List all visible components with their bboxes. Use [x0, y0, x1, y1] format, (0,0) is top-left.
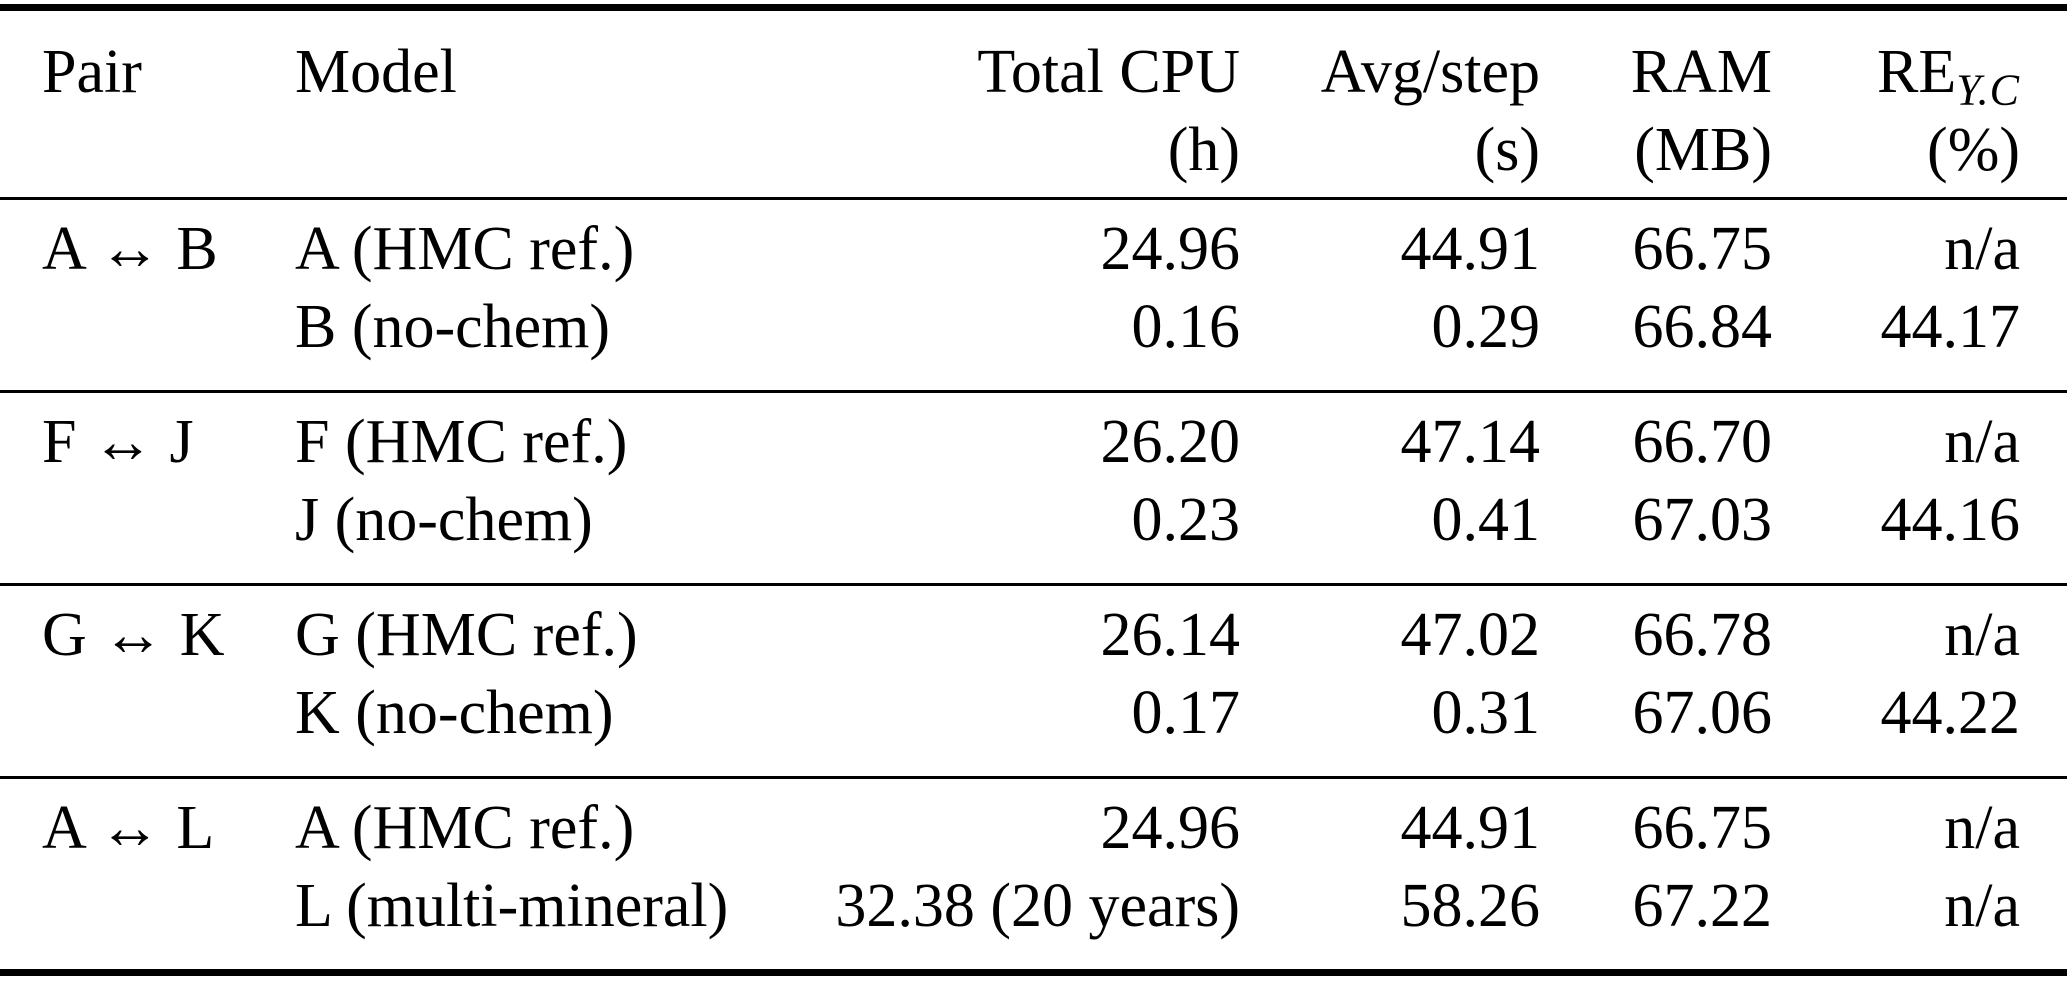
- table-header: Pair Model Total CPU Avg/step RAM REY.C …: [0, 8, 2067, 199]
- re-cell: 44.16: [1880, 486, 2021, 554]
- header-avg-step: Avg/step: [1320, 38, 1540, 106]
- model-cell: J (no-chem): [295, 486, 593, 554]
- header-re-subscript: Y.C: [1956, 65, 2020, 115]
- ram-cell: 67.06: [1632, 679, 1773, 747]
- header-pair: Pair: [42, 38, 142, 106]
- header-total-cpu-unit: (h): [1167, 116, 1240, 184]
- pair-cell: F ↔ J: [42, 408, 194, 476]
- header-ram: RAM: [1630, 38, 1772, 106]
- table-row: F ↔ J F (HMC ref.) 26.20 47.14 66.70 n/a: [0, 392, 2067, 482]
- table-row: B (no-chem) 0.16 0.29 66.84 44.17: [0, 288, 2067, 392]
- avg-step-cell: 44.91: [1400, 794, 1541, 862]
- ram-cell: 66.75: [1632, 215, 1773, 283]
- total-cpu-cell: 24.96: [1100, 215, 1241, 283]
- re-cell: n/a: [1944, 215, 2020, 283]
- ram-cell: 66.75: [1632, 794, 1773, 862]
- ram-cell: 67.22: [1632, 872, 1773, 940]
- re-cell: 44.22: [1880, 679, 2021, 747]
- table-row: L (multi-mineral) 32.38 (20 years) 58.26…: [0, 867, 2067, 973]
- model-cell: B (no-chem): [295, 293, 611, 361]
- table-row: J (no-chem) 0.23 0.41 67.03 44.16: [0, 481, 2067, 585]
- total-cpu-cell: 0.23: [1131, 486, 1241, 554]
- total-cpu-cell: 26.20: [1100, 408, 1241, 476]
- ram-cell: 66.78: [1632, 601, 1773, 669]
- header-re-base: RE: [1876, 38, 1957, 106]
- header-model: Model: [295, 38, 457, 106]
- avg-step-cell: 47.02: [1400, 601, 1541, 669]
- model-cell: A (HMC ref.): [295, 215, 635, 283]
- re-cell: n/a: [1944, 794, 2020, 862]
- group-a-b: A ↔ B A (HMC ref.) 24.96 44.91 66.75 n/a…: [0, 199, 2067, 392]
- re-cell: n/a: [1944, 872, 2020, 940]
- pair-cell: G ↔ K: [42, 601, 225, 669]
- re-cell: n/a: [1944, 601, 2020, 669]
- total-cpu-cell: 24.96: [1100, 794, 1241, 862]
- group-a-l: A ↔ L A (HMC ref.) 24.96 44.91 66.75 n/a…: [0, 777, 2067, 973]
- avg-step-cell: 0.41: [1431, 486, 1541, 554]
- ram-cell: 66.84: [1632, 293, 1773, 361]
- model-cell: G (HMC ref.): [295, 601, 638, 669]
- avg-step-cell: 44.91: [1400, 215, 1541, 283]
- model-cell: A (HMC ref.): [295, 794, 635, 862]
- avg-step-cell: 0.29: [1431, 293, 1541, 361]
- re-cell: 44.17: [1880, 293, 2021, 361]
- header-avg-step-unit: (s): [1474, 116, 1540, 184]
- table-row: A ↔ B A (HMC ref.) 24.96 44.91 66.75 n/a: [0, 199, 2067, 289]
- group-f-j: F ↔ J F (HMC ref.) 26.20 47.14 66.70 n/a…: [0, 391, 2067, 585]
- pair-cell: A ↔ B: [42, 215, 218, 283]
- model-cell: F (HMC ref.): [295, 408, 628, 476]
- table-row: A ↔ L A (HMC ref.) 24.96 44.91 66.75 n/a: [0, 778, 2067, 868]
- header-model-unit: [295, 111, 810, 199]
- header-total-cpu: Total CPU: [977, 38, 1240, 106]
- pair-cell: A ↔ L: [42, 794, 215, 862]
- performance-table: Pair Model Total CPU Avg/step RAM REY.C …: [0, 4, 2067, 976]
- total-cpu-cell: 26.14: [1100, 601, 1241, 669]
- total-cpu-cell: 0.16: [1131, 293, 1241, 361]
- avg-step-cell: 58.26: [1400, 872, 1541, 940]
- header-pair-unit: [0, 111, 295, 199]
- ram-cell: 67.03: [1632, 486, 1773, 554]
- header-re-unit: (%): [1927, 116, 2020, 184]
- header-re: REY.C: [1772, 8, 2067, 112]
- ram-cell: 66.70: [1632, 408, 1773, 476]
- model-cell: K (no-chem): [295, 679, 614, 747]
- avg-step-cell: 0.31: [1431, 679, 1541, 747]
- avg-step-cell: 47.14: [1400, 408, 1541, 476]
- model-cell: L (multi-mineral): [295, 872, 729, 940]
- header-ram-unit: (MB): [1634, 116, 1772, 184]
- total-cpu-cell: 0.17: [1131, 679, 1241, 747]
- table-row: G ↔ K G (HMC ref.) 26.14 47.02 66.78 n/a: [0, 585, 2067, 675]
- total-cpu-cell: 32.38 (20 years): [835, 872, 1240, 940]
- re-cell: n/a: [1944, 408, 2020, 476]
- group-g-k: G ↔ K G (HMC ref.) 26.14 47.02 66.78 n/a…: [0, 584, 2067, 778]
- table-row: K (no-chem) 0.17 0.31 67.06 44.22: [0, 674, 2067, 778]
